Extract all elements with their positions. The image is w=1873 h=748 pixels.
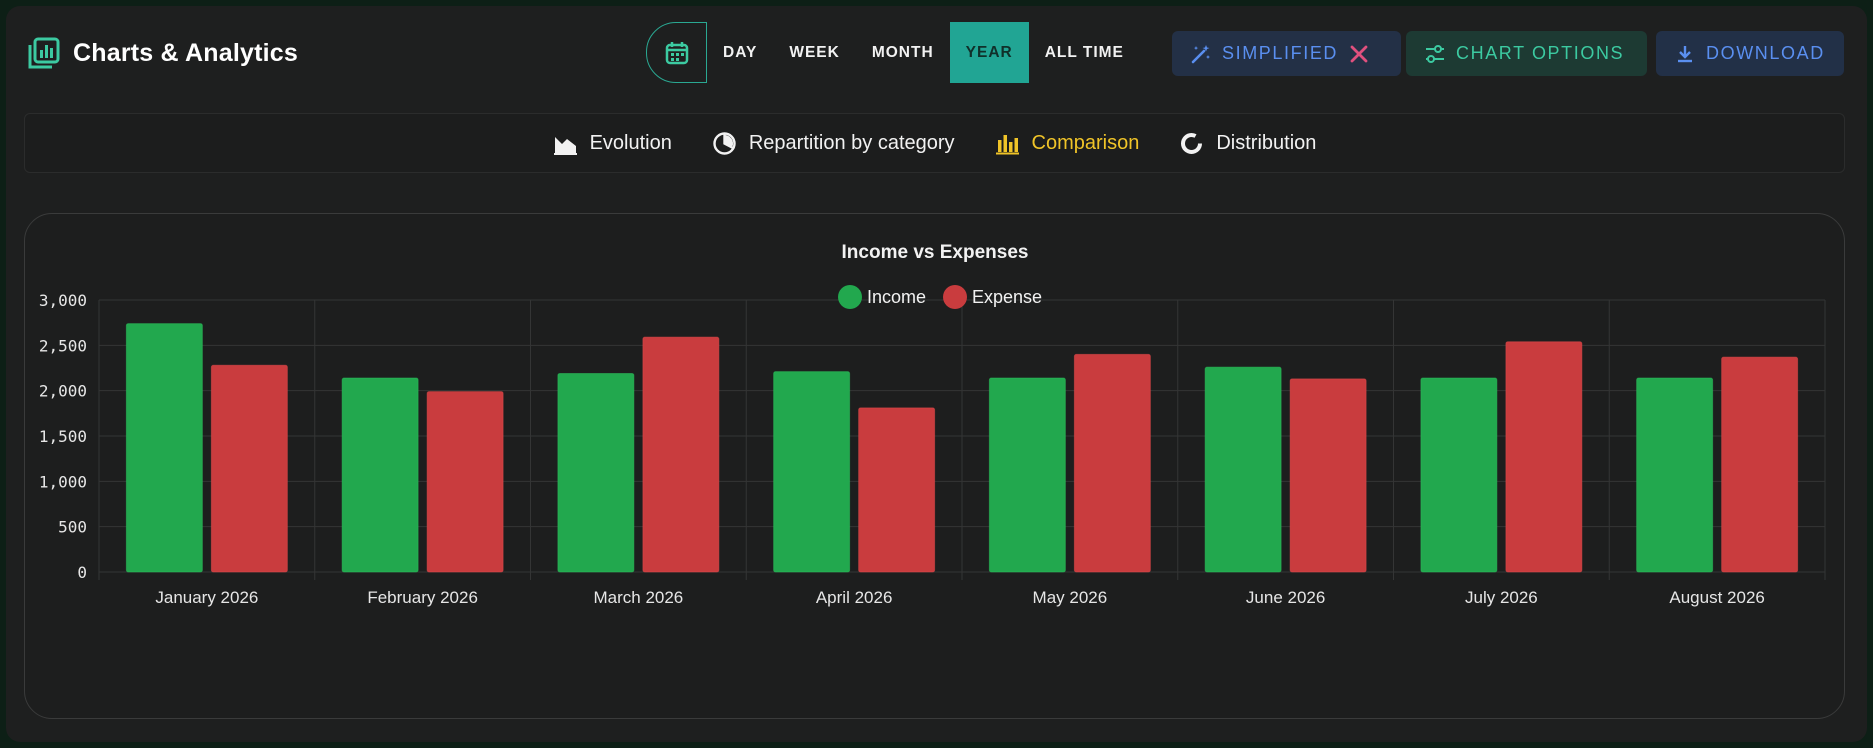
bar-expense[interactable] xyxy=(642,336,720,573)
app-window: Charts & Analytics DAY WEEK MONTH xyxy=(6,6,1867,742)
magic-wand-icon xyxy=(1191,44,1210,63)
x-tick-label: March 2026 xyxy=(593,588,683,607)
analytics-icon xyxy=(28,37,60,69)
chart-type-tabs: Evolution Repartition by category Compar… xyxy=(24,113,1845,173)
bar-income[interactable] xyxy=(1636,377,1714,573)
bar-chart-icon xyxy=(995,134,1019,154)
bar-income[interactable] xyxy=(1420,377,1498,573)
tab-distribution[interactable]: Distribution xyxy=(1179,131,1316,156)
chart-options-label: CHART OPTIONS xyxy=(1456,43,1625,63)
tab-distribution-label: Distribution xyxy=(1216,131,1317,154)
x-tick-label: August 2026 xyxy=(1669,588,1764,607)
close-icon[interactable] xyxy=(1348,43,1370,65)
pie-chart-icon xyxy=(713,131,736,155)
legend-swatch-expense[interactable] xyxy=(943,285,967,309)
legend-swatch-income[interactable] xyxy=(838,285,862,309)
x-tick-label: June 2026 xyxy=(1246,588,1325,607)
y-tick-label: 2,500 xyxy=(39,336,87,355)
y-tick-label: 500 xyxy=(58,518,87,537)
chart-card: 0 500 1,000 1,500 2,000 2,500 3,000 January 20… xyxy=(24,213,1845,719)
tab-comparison[interactable]: Comparison xyxy=(995,131,1140,156)
x-axis-ticks: January 2026 February 2026 March 2026 April… xyxy=(155,588,1765,607)
calendar-icon xyxy=(665,41,688,64)
legend-label-income[interactable]: Income xyxy=(867,287,926,307)
chart-options-button[interactable]: CHART OPTIONS xyxy=(1406,31,1647,76)
donut-chart-icon xyxy=(1181,132,1203,154)
period-year[interactable]: YEAR xyxy=(949,22,1029,83)
legend-label-expense[interactable]: Expense xyxy=(972,287,1042,307)
period-month[interactable]: MONTH xyxy=(871,43,934,61)
bar-expense[interactable] xyxy=(426,391,504,573)
simplified-label: SIMPLIFIED xyxy=(1222,43,1339,63)
x-tick-label: April 2026 xyxy=(816,588,893,607)
download-icon xyxy=(1678,45,1692,62)
tab-repartition-label: Repartition by category xyxy=(748,131,955,154)
x-tick-label: February 2026 xyxy=(367,588,478,607)
y-tick-label: 1,500 xyxy=(39,427,87,446)
bar-expense[interactable] xyxy=(1505,341,1583,573)
period-all-time[interactable]: ALL TIME xyxy=(1044,43,1124,61)
brand: Charts & Analytics xyxy=(27,36,298,70)
bar-expense[interactable] xyxy=(1721,356,1799,573)
bar-income[interactable] xyxy=(773,371,851,573)
bar-expense[interactable] xyxy=(1289,378,1367,573)
period-week[interactable]: WEEK xyxy=(789,43,840,61)
bar-income[interactable] xyxy=(557,372,635,573)
page-title: Charts & Analytics xyxy=(73,38,298,67)
simplified-button[interactable]: SIMPLIFIED xyxy=(1172,31,1401,76)
y-tick-label: 2,000 xyxy=(39,382,87,401)
download-label: DOWNLOAD xyxy=(1706,43,1825,63)
bar-income[interactable] xyxy=(1204,366,1282,573)
bar-income[interactable] xyxy=(988,377,1066,573)
tab-evolution-label: Evolution xyxy=(589,131,672,154)
period-selector: DAY WEEK MONTH YEAR ALL TIME xyxy=(646,22,1140,83)
download-button[interactable]: DOWNLOAD xyxy=(1656,31,1844,76)
comparison-bar-chart: 0 500 1,000 1,500 2,000 2,500 3,000 January 20… xyxy=(39,242,1826,607)
y-tick-label: 3,000 xyxy=(39,291,87,310)
chart-legend: Income Expense xyxy=(838,285,1042,309)
x-tick-label: July 2026 xyxy=(1465,588,1538,607)
calendar-button[interactable] xyxy=(646,22,707,83)
tab-evolution[interactable]: Evolution xyxy=(553,131,672,156)
sliders-icon xyxy=(1426,44,1444,63)
bar-income[interactable] xyxy=(125,323,203,573)
tab-repartition[interactable]: Repartition by category xyxy=(712,131,955,156)
bar-expense[interactable] xyxy=(210,364,288,573)
period-day[interactable]: DAY xyxy=(723,43,758,61)
bar-expense[interactable] xyxy=(1073,353,1151,573)
y-tick-label: 0 xyxy=(77,563,87,582)
x-tick-label: May 2026 xyxy=(1033,588,1108,607)
bar-income[interactable] xyxy=(341,377,419,573)
area-chart-icon xyxy=(553,136,577,155)
x-tick-label: January 2026 xyxy=(155,588,258,607)
bar-expense[interactable] xyxy=(858,407,936,573)
chart-title: Income vs Expenses xyxy=(842,242,1029,263)
y-tick-label: 1,000 xyxy=(39,472,87,491)
header: Charts & Analytics DAY WEEK MONTH xyxy=(6,6,1867,110)
y-axis-ticks: 0 500 1,000 1,500 2,000 2,500 3,000 xyxy=(39,291,87,582)
tab-comparison-label: Comparison xyxy=(1031,131,1140,154)
chart-bars xyxy=(125,323,1799,573)
